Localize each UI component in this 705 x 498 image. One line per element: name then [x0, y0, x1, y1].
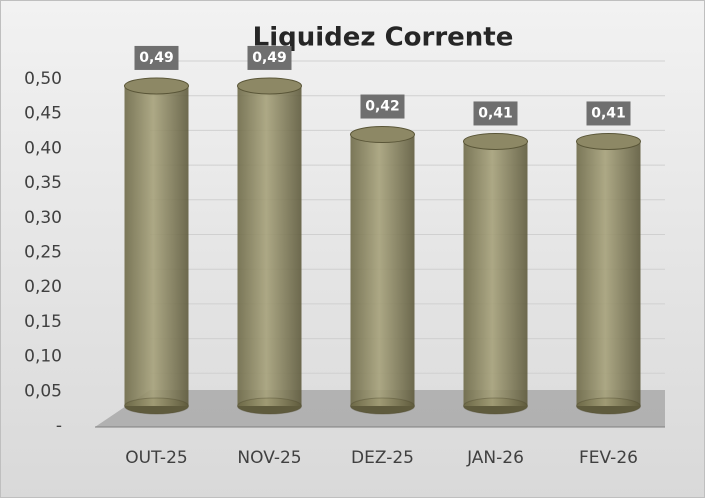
cylinder-bottom: [124, 397, 189, 415]
cylinder-body: [237, 85, 302, 406]
y-tick-label: -: [56, 416, 62, 436]
cylinder: [463, 132, 528, 415]
cylinder: [576, 132, 641, 415]
value-label-box: [134, 45, 179, 70]
value-label: 0,49: [252, 50, 287, 66]
value-label: 0,42: [365, 99, 400, 115]
value-label-box: [586, 101, 631, 126]
y-tick-label: 0,25: [24, 243, 62, 263]
value-label: 0,49: [139, 50, 174, 66]
y-tick-label: 0,35: [24, 173, 62, 193]
cylinder-top: [124, 77, 189, 95]
cylinder-body: [350, 134, 415, 406]
y-tick-label: 0,15: [24, 312, 62, 332]
chart-title: Liquidez Corrente: [253, 23, 514, 53]
value-label-box: [473, 101, 518, 126]
value-label-box: [247, 45, 292, 70]
cylinder-top: [576, 132, 641, 150]
cylinder-bottom: [576, 397, 641, 415]
x-tick-label: FEV-26: [579, 448, 638, 468]
cylinder-body: [576, 141, 641, 406]
cylinder-body: [463, 141, 528, 406]
y-tick-label: 0,05: [24, 381, 62, 401]
x-tick-label: OUT-25: [125, 448, 187, 468]
cylinder-top: [463, 132, 528, 150]
value-label: 0,41: [591, 105, 626, 121]
cylinder-top: [237, 77, 302, 95]
y-tick-label: 0,50: [24, 69, 62, 89]
value-label-box: [360, 94, 405, 119]
x-tick-label: JAN-26: [466, 448, 524, 468]
y-tick-label: 0,20: [24, 277, 62, 297]
cylinder-bottom: [237, 397, 302, 415]
y-tick-label: 0,30: [24, 208, 62, 228]
cylinder-body: [124, 85, 189, 406]
value-label: 0,41: [478, 105, 513, 121]
x-tick-label: DEZ-25: [351, 448, 414, 468]
cylinder: [350, 126, 415, 415]
x-tick-label: NOV-25: [237, 448, 301, 468]
cylinder-bottom: [463, 397, 528, 415]
cylinder-top: [350, 126, 415, 144]
y-tick-label: 0,45: [24, 104, 62, 124]
cylinder-bottom: [350, 397, 415, 415]
cylinder: [124, 77, 189, 415]
y-tick-label: 0,10: [24, 347, 62, 367]
y-tick-label: 0,40: [24, 138, 62, 158]
cylinder: [237, 77, 302, 415]
